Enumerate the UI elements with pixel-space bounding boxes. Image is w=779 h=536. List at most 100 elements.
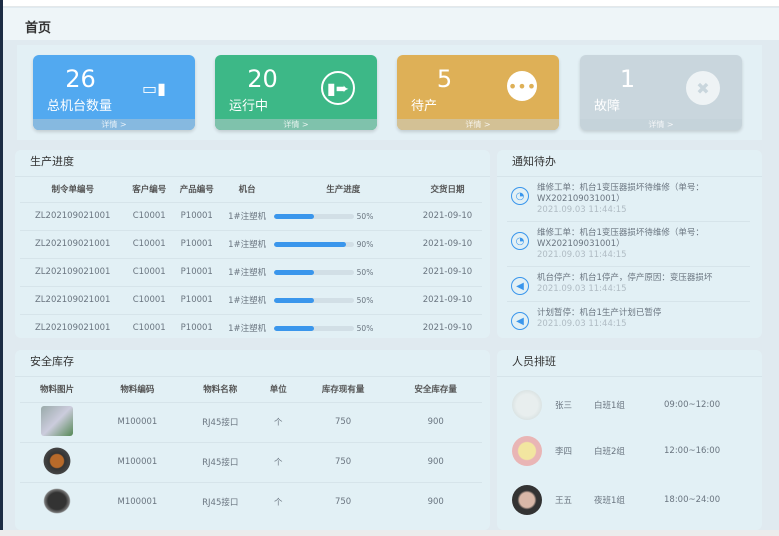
table-row[interactable]: ZL202109021001 C10001 P10001 1#注塑机 90% 2… — [20, 229, 482, 258]
table-row[interactable]: M100001 RJ45接口 个 750 900 — [20, 481, 482, 522]
details-link[interactable]: 详情 > — [580, 119, 742, 130]
column-header: 物料图片 — [40, 385, 75, 396]
notice-time: 2021.09.03 11:44:15 — [537, 284, 627, 294]
speaker-icon: ◀ — [511, 277, 529, 295]
card-label: 运行中 — [229, 99, 269, 114]
delivery-date: 2021-09-10 — [412, 201, 482, 230]
sidebar-edge — [0, 0, 3, 536]
card-running[interactable]: 20 运行中 ▮➨ 详情 > — [215, 55, 377, 130]
card-value: 5 — [436, 65, 453, 93]
card-total-machines[interactable]: 26 总机台数量 ▭▮ 详情 > — [33, 55, 195, 130]
unit: 个 — [259, 481, 297, 522]
delivery-date: 2021-09-10 — [412, 257, 482, 286]
product-number: P10001 — [172, 229, 221, 258]
progress-label: 50% — [356, 267, 374, 277]
delivery-date: 2021-09-10 — [412, 313, 482, 342]
top-bar — [3, 0, 779, 7]
safety-stock: 900 — [389, 481, 482, 522]
card-label: 故障 — [594, 99, 621, 114]
staff-name: 李四 — [555, 447, 573, 457]
progress-bar — [273, 298, 354, 303]
bottom-scroll-area — [0, 530, 779, 536]
staff-item[interactable]: 李四 白班2组 12:00~16:00 — [497, 428, 762, 474]
avatar — [512, 436, 542, 466]
card-pending[interactable]: 5 待产 ••• 详情 > — [397, 55, 559, 130]
table-row[interactable]: ZL202109021001 C10001 P10001 1#注塑机 50% 2… — [20, 285, 482, 314]
details-link[interactable]: 详情 > — [33, 119, 195, 130]
card-value: 20 — [247, 65, 278, 93]
machine: 1#注塑机 — [220, 229, 274, 258]
staff-team: 夜班1组 — [594, 496, 625, 506]
staff-team: 白班1组 — [594, 401, 625, 411]
progress-bar — [273, 242, 354, 247]
table-row[interactable]: M100001 RJ45接口 个 750 900 — [20, 401, 482, 442]
column-header: 产品编号 — [179, 185, 214, 196]
material-code: M100001 — [94, 401, 181, 442]
table-row[interactable]: M100001 RJ45接口 个 750 900 — [20, 441, 482, 482]
order-number: ZL202109021001 — [20, 229, 126, 258]
shift-time: 12:00~16:00 — [664, 446, 721, 456]
speaker-icon: ◀ — [511, 312, 529, 330]
material-image — [41, 445, 74, 476]
card-value: 26 — [65, 65, 96, 93]
notice-item[interactable]: ◀ 机台停产：机台1停产，停产原因：变压器损坏 2021.09.03 11:44:1… — [507, 267, 750, 302]
material-name: RJ45接口 — [180, 401, 260, 442]
order-number: ZL202109021001 — [20, 257, 126, 286]
delivery-date: 2021-09-10 — [412, 229, 482, 258]
progress-bar — [273, 214, 354, 219]
notice-text: 计划暂停：机台1生产计划已暂停 — [537, 308, 662, 318]
column-header: 制令单编号 — [51, 185, 94, 196]
order-number: ZL202109021001 — [20, 285, 126, 314]
column-header: 安全库存量 — [414, 385, 457, 396]
staff-name: 张三 — [555, 401, 573, 411]
machine-icon: ▭▮ — [142, 78, 166, 98]
column-header: 交货日期 — [430, 185, 465, 196]
current-stock: 750 — [296, 401, 390, 442]
notice-item[interactable]: ◔ 维修工单：机台1变压器损坏待维修（单号：WX202109031001） 2021… — [507, 177, 750, 222]
shift-time: 18:00~24:00 — [664, 495, 721, 505]
clock-icon: ◔ — [511, 232, 529, 250]
material-image — [41, 405, 74, 436]
notices-panel: 通知待办 ◔ 维修工单：机台1变压器损坏待维修（单号：WX202109031001… — [497, 150, 762, 338]
order-number: ZL202109021001 — [20, 313, 126, 342]
panel-title: 安全库存 — [15, 350, 490, 377]
unit: 个 — [259, 401, 297, 442]
column-header: 机台 — [238, 185, 256, 196]
progress-label: 50% — [356, 323, 374, 333]
notice-item[interactable]: ◀ 计划暂停：机台1生产计划已暂停 2021.09.03 11:44:15 — [507, 302, 750, 336]
customer-number: C10001 — [125, 313, 173, 342]
table-row[interactable]: ZL202109021001 C10001 P10001 1#注塑机 50% 2… — [20, 257, 482, 286]
details-link[interactable]: 详情 > — [215, 119, 377, 130]
staff-name: 王五 — [555, 496, 573, 506]
safety-stock: 900 — [389, 441, 482, 482]
staff-schedule-panel: 人员排班 张三 白班1组 09:00~12:00 李四 白班2组 12:00~16:00 王… — [497, 350, 762, 530]
notice-text: 维修工单：机台1变压器损坏待维修（单号：WX202109031001） — [537, 228, 704, 249]
clock-icon: ◔ — [511, 187, 529, 205]
column-header: 单位 — [269, 385, 287, 396]
tools-icon: ✖ — [686, 71, 720, 105]
card-fault[interactable]: 1 故障 ✖ 详情 > — [580, 55, 742, 130]
production-progress-panel: 生产进度 制令单编号 客户编号 产品编号 机台 生产进度 交货日期 ZL202109021… — [15, 150, 490, 342]
notice-item[interactable]: ◔ 维修工单：机台1变压器损坏待维修（单号：WX202109031001） 2021… — [507, 222, 750, 267]
table-row[interactable]: ZL202109021001 C10001 P10001 1#注塑机 50% 2… — [20, 201, 482, 230]
machine: 1#注塑机 — [220, 257, 274, 286]
progress-label: 90% — [356, 239, 374, 249]
card-label: 待产 — [411, 99, 438, 114]
column-header: 客户编号 — [132, 185, 167, 196]
material-image — [41, 485, 74, 516]
unit: 个 — [259, 441, 297, 482]
staff-item[interactable]: 张三 白班1组 09:00~12:00 — [497, 382, 762, 428]
staff-item[interactable]: 王五 夜班1组 18:00~24:00 — [497, 474, 762, 526]
details-link[interactable]: 详情 > — [397, 119, 559, 130]
progress-label: 50% — [356, 211, 374, 221]
table-row[interactable]: ZL202109021001 C10001 P10001 1#注塑机 50% 2… — [20, 313, 482, 342]
notice-time: 2021.09.03 11:44:15 — [537, 319, 627, 329]
material-name: RJ45接口 — [180, 441, 260, 482]
shift-time: 09:00~12:00 — [664, 400, 721, 410]
current-stock: 750 — [296, 441, 390, 482]
product-number: P10001 — [172, 201, 221, 230]
more-dots-icon: ••• — [507, 71, 537, 101]
machine: 1#注塑机 — [220, 201, 274, 230]
title-bar: 首页 — [3, 8, 779, 40]
customer-number: C10001 — [125, 285, 173, 314]
